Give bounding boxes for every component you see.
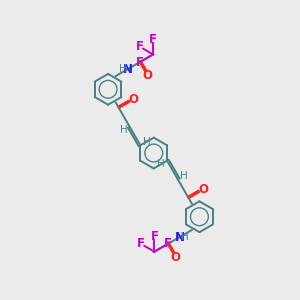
- Text: N: N: [175, 230, 185, 244]
- Text: F: F: [149, 32, 157, 46]
- Text: O: O: [198, 183, 208, 196]
- Text: O: O: [142, 69, 152, 82]
- Text: F: F: [136, 40, 144, 53]
- Text: H: H: [142, 137, 150, 147]
- Text: H: H: [181, 232, 189, 242]
- Text: F: F: [136, 56, 144, 69]
- Text: H: H: [180, 171, 188, 181]
- Text: F: F: [164, 238, 172, 250]
- Text: F: F: [137, 238, 145, 250]
- Text: O: O: [170, 251, 180, 264]
- Text: N: N: [123, 63, 133, 76]
- Text: H: H: [157, 159, 165, 169]
- Text: H: H: [120, 125, 128, 135]
- Text: F: F: [150, 230, 158, 243]
- Text: O: O: [128, 93, 139, 106]
- Text: H: H: [118, 64, 126, 74]
